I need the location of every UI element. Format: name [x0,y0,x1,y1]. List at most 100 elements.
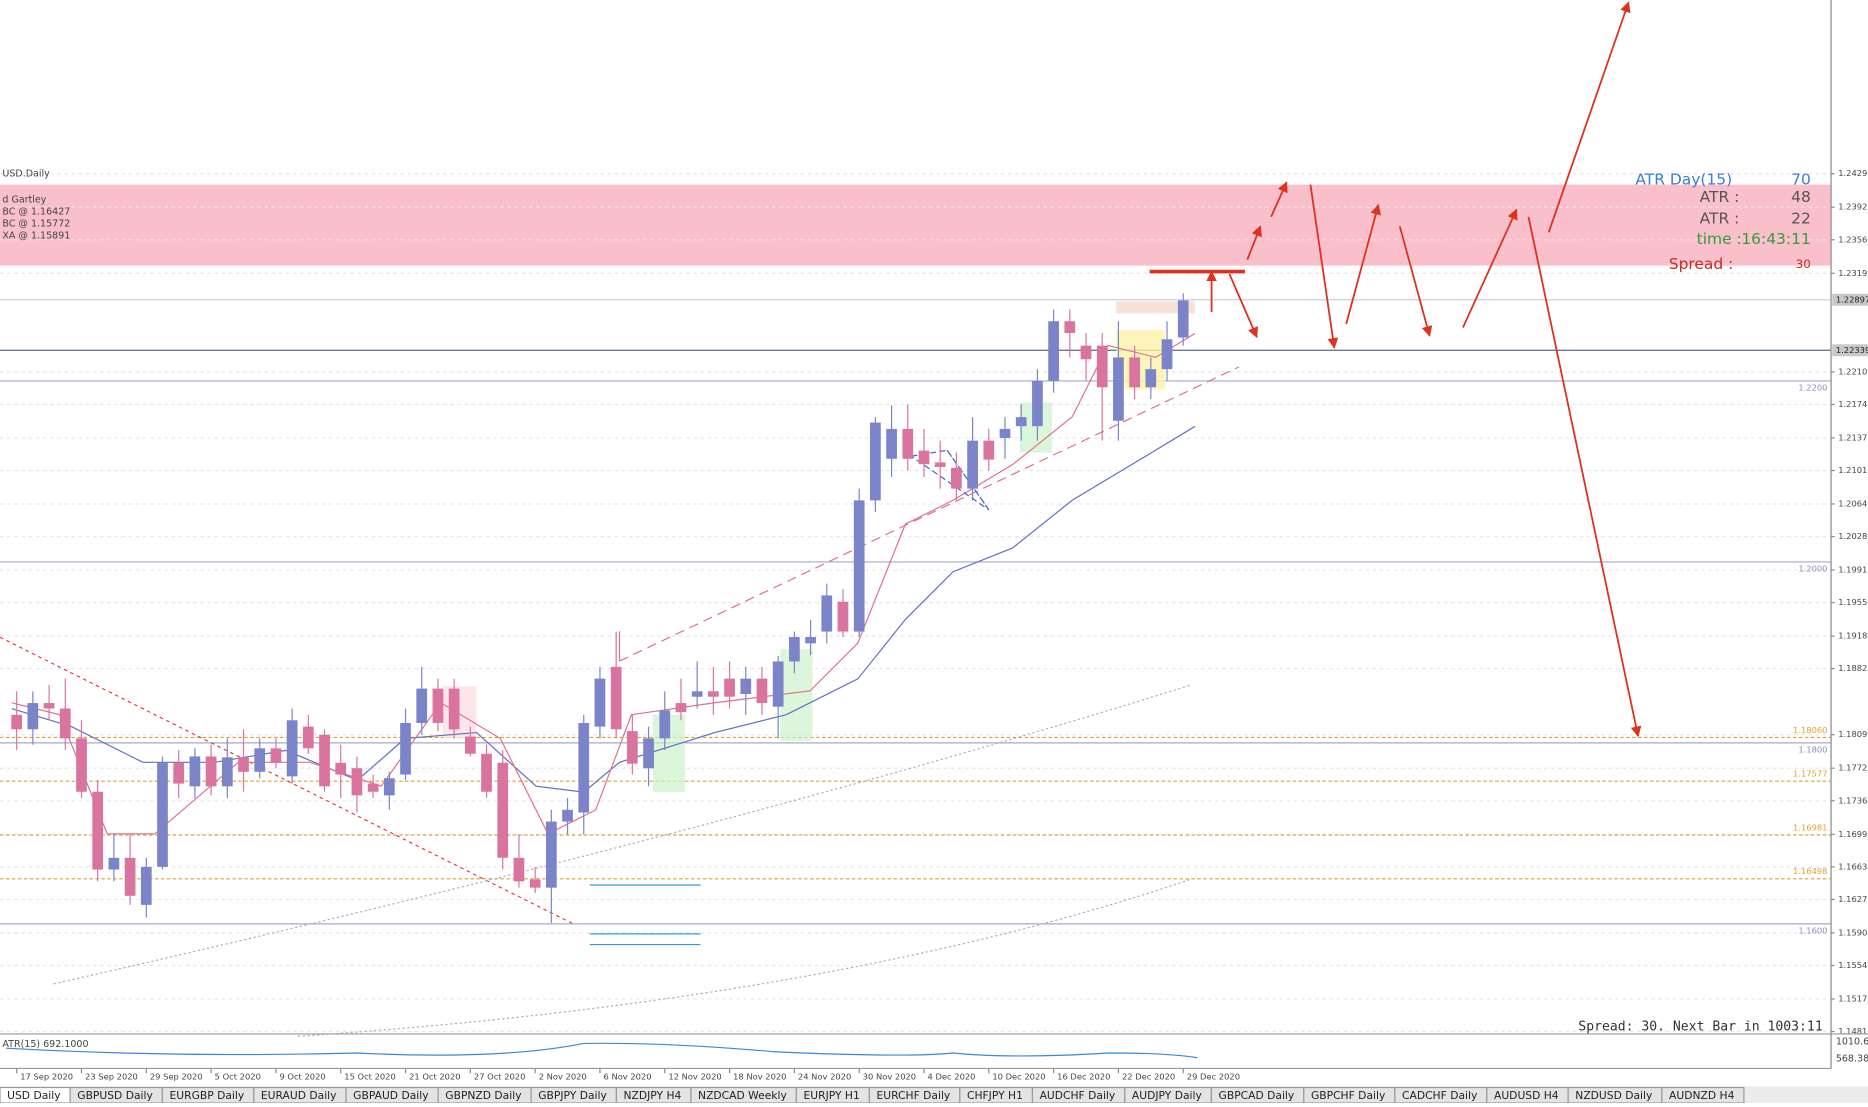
tab-label[interactable]: GBPNZD Daily [445,1089,522,1102]
highlight-box [1116,329,1166,390]
arrow [1462,208,1518,328]
moving-average [297,878,1192,1037]
candle-body [918,450,930,465]
candle-body [789,637,800,662]
candle-body [529,879,541,888]
tab-label[interactable]: AUDUSD H4 [1494,1089,1559,1102]
candle-body [951,467,962,489]
candle-body [999,428,1011,438]
candle-body [335,762,347,775]
candle-body [740,678,752,695]
pattern-name: d Gartley [2,195,46,206]
x-tick-label: 23 Sep 2020 [85,1071,138,1081]
candle-body [302,726,314,749]
candle-body [1096,345,1108,388]
candle-body [140,866,152,905]
resistance-zone [0,184,1832,266]
candle-body [1032,380,1043,427]
tab-label[interactable]: AUDCHF Daily [1040,1089,1116,1102]
y-tick-label: 1.18090 [1838,729,1868,739]
candle-body [76,738,87,792]
candle-body [967,440,978,489]
candle-body [254,748,266,772]
tab-label[interactable]: CADCHF Daily [1402,1089,1478,1102]
candle-body [27,703,39,730]
candle-body [805,637,816,644]
x-tick-label: 21 Oct 2020 [409,1071,461,1081]
candle-body [481,753,492,792]
candles [11,293,1189,923]
x-tick-label: 27 Oct 2020 [474,1071,526,1081]
candle-body [513,857,525,882]
arrow [1270,181,1288,218]
arrow [1398,226,1433,337]
candle-body [205,756,217,787]
tab-label[interactable]: EURJPY H1 [804,1089,860,1102]
tab-label[interactable]: GBPCAD Daily [1219,1089,1295,1102]
tab-label[interactable]: GBPJPY Daily [538,1089,607,1102]
highlight-box [780,649,813,741]
tab-label[interactable]: EURGBP Daily [170,1089,245,1102]
candle-body [1161,339,1173,370]
candle-body [837,601,849,632]
y-tick-label: 1.22100 [1838,366,1868,376]
y-tick-label: 1.21010 [1838,465,1868,475]
candle-body [416,688,428,723]
status-text: Spread: 30. Next Bar in 1003:11 [1578,1019,1822,1034]
atr-title: ATR Day(15) [1635,170,1732,188]
candle-body [108,857,120,870]
arrow [1345,203,1382,325]
x-tick-label: 29 Sep 2020 [150,1071,203,1081]
spread-value: 30 [1796,257,1811,271]
round-level-label: 1.2000 [1798,564,1827,574]
tab-label[interactable]: AUDNZD H4 [1669,1089,1735,1102]
x-tick-label: 5 Oct 2020 [215,1071,261,1081]
price-label: 1.22897 [1836,294,1868,304]
y-tick-label: 1.21740 [1838,399,1868,409]
candle-body [853,500,865,632]
candle-body [238,757,249,772]
candle-body [11,714,23,730]
round-level-label: 1.1600 [1798,926,1827,936]
tab-label[interactable]: GBPCHF Daily [1311,1089,1386,1102]
y-tick-label: 1.15170 [1838,993,1868,1003]
candle-body [545,821,557,888]
x-tick-label: 10 Dec 2020 [992,1071,1045,1081]
level-label: 1.16981 [1793,822,1827,832]
atr-value: 48 [1791,188,1811,206]
candle-body [1129,357,1140,388]
tab-label[interactable]: NZDCAD Weekly [698,1089,787,1102]
tab-label[interactable]: GBPAUD Daily [353,1089,429,1102]
candle-body [772,661,784,707]
tab-label[interactable]: AUDJPY Daily [1132,1089,1203,1102]
symbol: USD.Daily [2,168,50,179]
tab-label[interactable]: CHFJPY H1 [967,1089,1023,1102]
tab-label[interactable]: EURAUD Daily [261,1089,337,1102]
arrow [1228,273,1258,339]
forecast-arrows [1206,1,1642,738]
candle-body [1145,369,1157,388]
level-label: 1.16498 [1793,866,1827,876]
pattern-note: BC @ 1.15772 [2,218,70,229]
candle-body [1015,417,1027,427]
tab-label[interactable]: EURCHF Daily [877,1089,951,1102]
candle-body [464,736,476,754]
x-tick-label: 4 Dec 2020 [928,1071,976,1081]
y-tick-label: 1.14810 [1838,1026,1868,1036]
tab-label[interactable]: NZDUSD Daily [1575,1089,1653,1102]
indicator-axis: 1010.63 [1836,1037,1868,1048]
candle-body [934,462,946,467]
candle-body [886,428,897,459]
tab-label[interactable]: GBPUSD Daily [77,1089,153,1102]
x-tick-label: 2 Nov 2020 [539,1071,587,1081]
tab-label[interactable]: NZDJPY H4 [624,1089,682,1102]
candle-body [708,691,719,697]
tab-label[interactable]: USD Daily [7,1089,61,1102]
price-box [1832,344,1868,357]
price-box [1832,293,1868,306]
trend-line [619,366,1240,662]
time-label: time : [1697,230,1742,248]
highlight-box [443,686,477,739]
level-label: 1.18060 [1793,725,1827,735]
candle-body [1064,321,1076,333]
